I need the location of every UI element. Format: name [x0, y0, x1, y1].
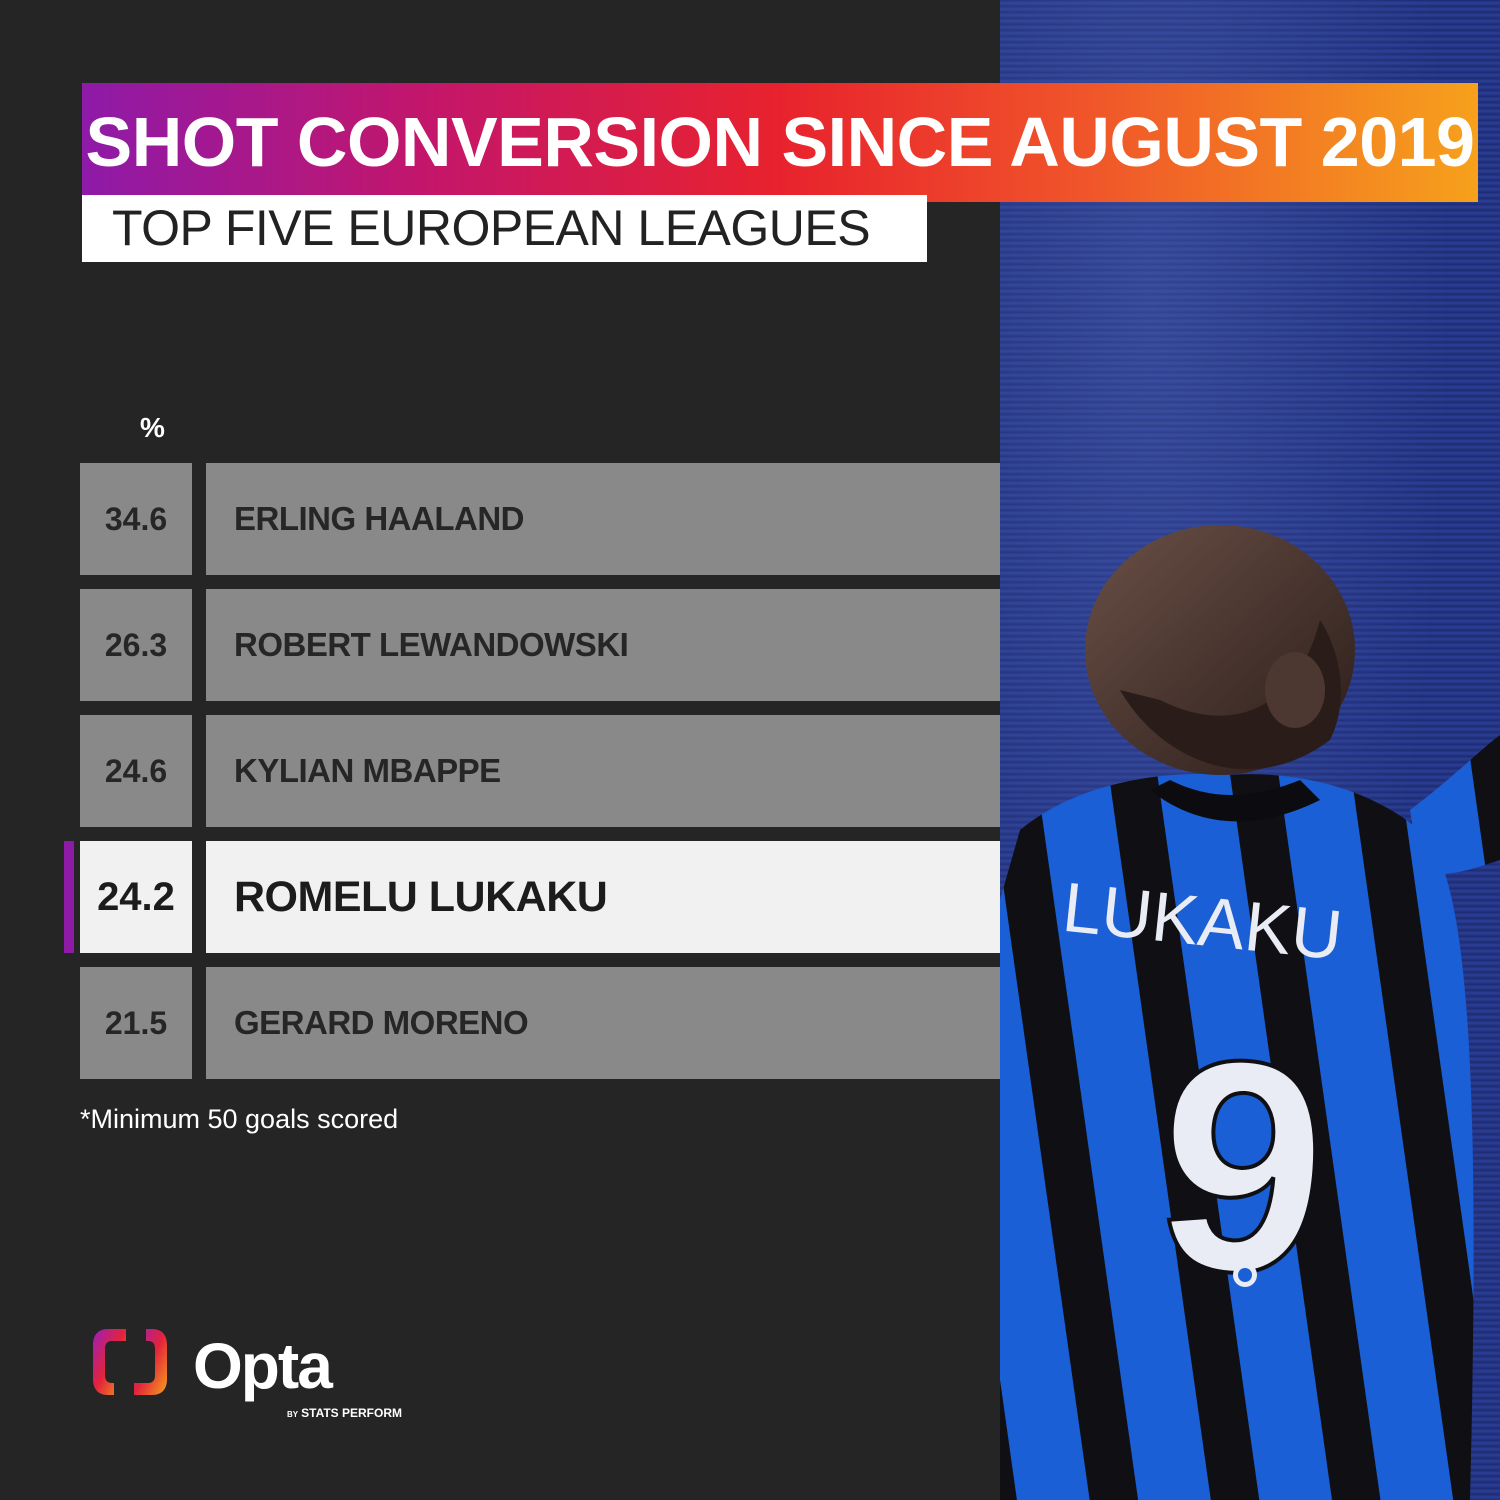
player-name: ROMELU LUKAKU [234, 873, 608, 921]
player-name-cell: ROBERT LEWANDOWSKI [206, 589, 1000, 701]
player-name: ERLING HAALAND [234, 500, 524, 537]
table-row: 34.6 ERLING HAALAND [80, 463, 1000, 575]
player-name-cell: ROMELU LUKAKU [206, 841, 1000, 953]
player-name: ROBERT LEWANDOWSKI [234, 626, 629, 663]
conversion-value: 24.6 [80, 715, 192, 827]
table-row: 24.6 KYLIAN MBAPPE [80, 715, 1000, 827]
table-row: 21.5 GERARD MORENO [80, 967, 1000, 1079]
table-row: 26.3 ROBERT LEWANDOWSKI [80, 589, 1000, 701]
footnote: *Minimum 50 goals scored [80, 1104, 399, 1134]
player-name-cell: ERLING HAALAND [206, 463, 1000, 575]
table-row: 24.2 ROMELU LUKAKU [64, 841, 1000, 953]
unit-label: % [140, 412, 165, 443]
opta-logo-icon [93, 1329, 167, 1395]
opta-logo: Opta BY STATS PERFORM [90, 1325, 402, 1420]
player-name-cell: KYLIAN MBAPPE [206, 715, 1000, 827]
conversion-value: 24.2 [80, 841, 192, 953]
chart-title: SHOT CONVERSION SINCE AUGUST 2019 [85, 103, 1475, 181]
player-photo: LUKAKU 9 [1000, 0, 1500, 1500]
player-name: KYLIAN MBAPPE [234, 752, 501, 789]
player-name-cell: GERARD MORENO [206, 967, 1000, 1079]
title-banner: SHOT CONVERSION SINCE AUGUST 2019 [82, 83, 1478, 202]
opta-wordmark: Opta [193, 1330, 333, 1402]
jersey-number: 9 [1147, 993, 1337, 1340]
chart-subtitle: TOP FIVE EUROPEAN LEAGUES [112, 200, 871, 256]
conversion-value: 26.3 [80, 589, 192, 701]
highlight-accent-bar [64, 841, 74, 953]
conversion-value: 34.6 [80, 463, 192, 575]
opta-tagline: BY STATS PERFORM [287, 1406, 403, 1420]
subtitle-banner: TOP FIVE EUROPEAN LEAGUES [82, 195, 927, 262]
conversion-value: 21.5 [80, 967, 192, 1079]
player-name: GERARD MORENO [234, 1004, 529, 1041]
